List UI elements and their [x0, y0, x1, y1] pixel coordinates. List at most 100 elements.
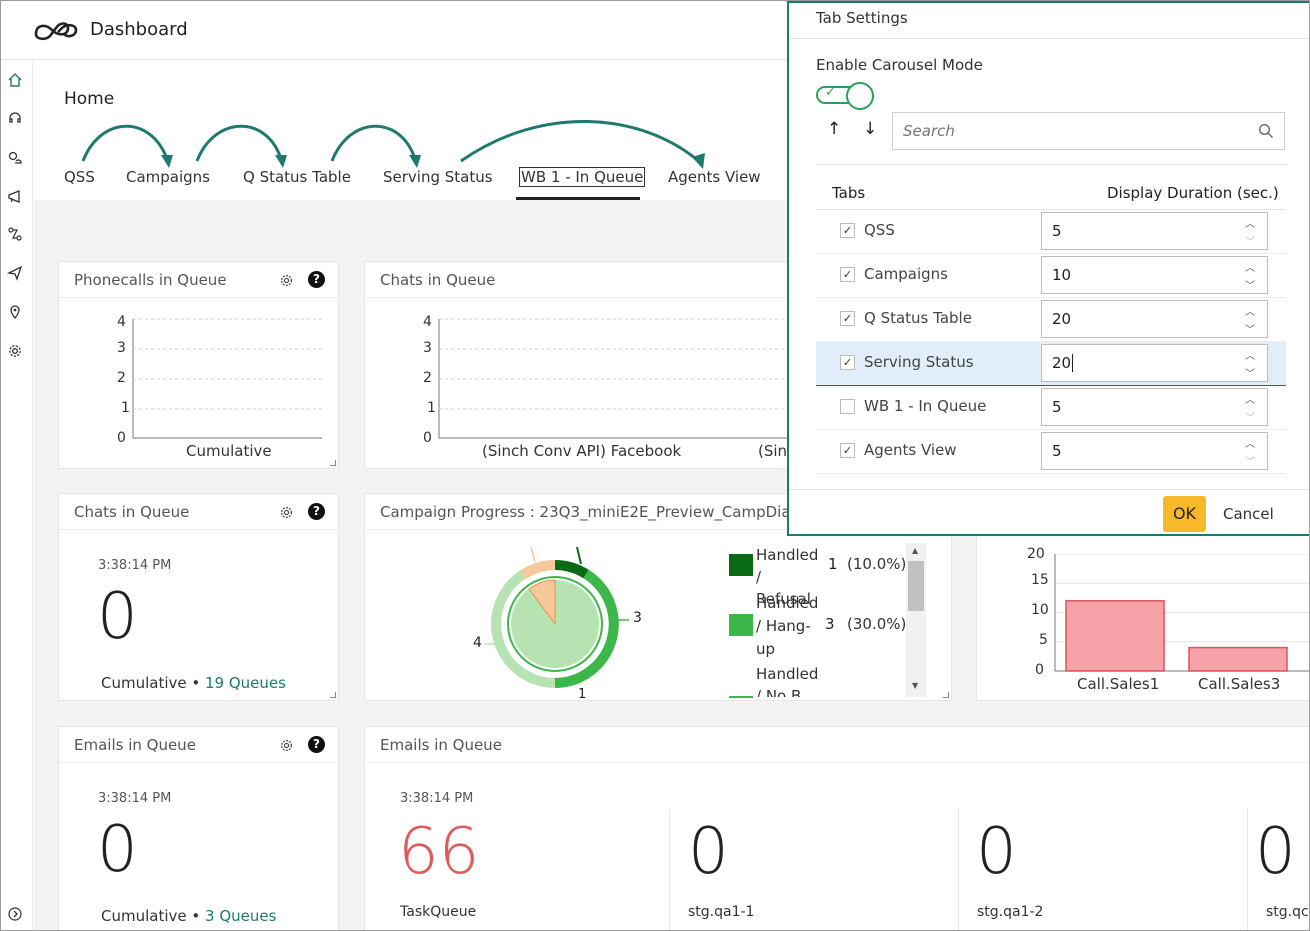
cancel-button[interactable]: Cancel	[1223, 505, 1274, 523]
help-icon[interactable]: ?	[308, 503, 325, 520]
ok-button[interactable]: OK	[1163, 496, 1206, 532]
legend-swatch	[729, 614, 753, 636]
row-label: WB 1 - In Queue	[864, 397, 987, 415]
x-tick: Call.Sales3	[1198, 675, 1281, 693]
chevron-up-icon[interactable]: ︿	[1245, 307, 1255, 318]
row-checkbox[interactable]: ✓	[840, 223, 855, 238]
gear-icon[interactable]	[279, 505, 294, 520]
duration-value: 5	[1052, 222, 1062, 240]
card-divider	[365, 529, 951, 530]
tab-row-serving-status[interactable]: ✓ Serving Status 20 ︿ ﹀	[816, 342, 1286, 386]
card-divider	[59, 297, 338, 298]
timestamp: 3:38:14 PM	[98, 791, 172, 806]
move-up-icon[interactable]: ↑	[827, 119, 842, 139]
chat-users-icon[interactable]	[7, 150, 23, 166]
y-tick: 2	[423, 370, 432, 386]
chevron-up-icon[interactable]: ︿	[1245, 395, 1255, 406]
duration-input[interactable]: 5 ︿ ﹀	[1041, 388, 1268, 426]
chevron-down-icon[interactable]: ﹀	[1245, 457, 1255, 468]
queues-link[interactable]: 3 Queues	[205, 907, 277, 925]
resize-handle[interactable]	[330, 692, 336, 698]
resize-handle[interactable]	[943, 692, 949, 698]
chats-chart-axes	[438, 318, 805, 439]
settings-gear-icon[interactable]	[7, 343, 23, 359]
row-checkbox[interactable]: ✓	[840, 311, 855, 326]
y-tick: 20	[1027, 546, 1045, 562]
scroll-thumb[interactable]	[908, 561, 924, 611]
y-tick: 0	[117, 430, 126, 446]
chevron-down-icon[interactable]: ﹀	[1245, 281, 1255, 292]
row-checkbox[interactable]: ✓	[840, 443, 855, 458]
ring-label: 1	[578, 687, 587, 702]
chevron-up-icon[interactable]: ︿	[1245, 219, 1255, 230]
duration-input[interactable]: 5 ︿ ﹀	[1041, 212, 1268, 250]
tab-row-agents-view[interactable]: ✓ Agents View 5 ︿ ﹀	[816, 430, 1286, 474]
duration-input[interactable]: 20 ︿ ﹀	[1041, 300, 1268, 338]
tab-row-q-status-table[interactable]: ✓ Q Status Table 20 ︿ ﹀	[816, 298, 1286, 342]
queues-link[interactable]: 19 Queues	[205, 674, 286, 692]
carousel-mode-toggle[interactable]: ✓	[816, 82, 876, 110]
chevron-down-icon[interactable]: ﹀	[1245, 237, 1255, 248]
workflow-icon[interactable]	[7, 226, 23, 242]
tab-row-qss[interactable]: ✓ QSS 5 ︿ ﹀	[816, 210, 1286, 254]
scroll-up-icon[interactable]: ▲	[912, 546, 919, 555]
queue-count: 0	[97, 813, 138, 887]
tile-value: 66	[398, 815, 480, 889]
tab-q-status-table[interactable]: Q Status Table	[243, 168, 351, 186]
legend-count: 1	[828, 555, 838, 573]
headset-icon[interactable]	[7, 110, 23, 126]
tile-value: 0	[688, 815, 729, 889]
move-down-icon[interactable]: ↓	[863, 119, 878, 139]
home-icon[interactable]	[7, 72, 23, 88]
tab-wb1-in-queue[interactable]: WB 1 - In Queue	[519, 167, 646, 187]
send-icon[interactable]	[7, 265, 23, 281]
gear-icon[interactable]	[279, 273, 294, 288]
tab-qss[interactable]: QSS	[64, 168, 95, 186]
megaphone-icon[interactable]	[7, 188, 23, 204]
legend-swatch	[729, 554, 753, 576]
tab-campaigns[interactable]: Campaigns	[126, 168, 211, 186]
chevron-up-icon[interactable]: ︿	[1245, 439, 1255, 450]
expand-sidebar-icon[interactable]	[7, 906, 23, 922]
tile-divider	[958, 809, 959, 930]
tile-divider	[669, 809, 670, 930]
location-pin-icon[interactable]	[7, 304, 23, 320]
gear-icon[interactable]	[279, 738, 294, 753]
dialog-title: Tab Settings	[816, 9, 908, 27]
duration-input[interactable]: 5 ︿ ﹀	[1041, 432, 1268, 470]
legend-percent: (30.0%)	[847, 615, 907, 633]
tab-row-wb1-in-queue[interactable]: WB 1 - In Queue 5 ︿ ﹀	[816, 386, 1286, 430]
y-tick: 5	[1039, 632, 1048, 648]
row-checkbox[interactable]: ✓	[840, 355, 855, 370]
row-checkbox[interactable]	[840, 399, 855, 414]
chevron-down-icon[interactable]: ﹀	[1245, 369, 1255, 380]
resize-handle[interactable]	[330, 460, 336, 466]
chevron-up-icon[interactable]: ︿	[1245, 263, 1255, 274]
duration-value: 20	[1052, 310, 1072, 328]
tile-label: TaskQueue	[400, 904, 477, 920]
tab-row-campaigns[interactable]: ✓ Campaigns 10 ︿ ﹀	[816, 254, 1286, 298]
tab-serving-status[interactable]: Serving Status	[383, 168, 493, 186]
hangup-segment	[554, 569, 619, 688]
duration-input[interactable]: 20 ︿ ﹀	[1041, 344, 1268, 382]
tab-agents-view[interactable]: Agents View	[668, 168, 761, 186]
chevron-down-icon[interactable]: ﹀	[1245, 413, 1255, 424]
sales-bar-chart	[1054, 554, 1309, 672]
check-icon: ✓	[825, 85, 836, 100]
chevron-up-icon[interactable]: ︿	[1245, 351, 1255, 362]
chevron-down-icon[interactable]: ﹀	[1245, 325, 1255, 336]
legend-scrollbar[interactable]: ▲ ▼	[906, 543, 926, 697]
dialog-divider	[789, 38, 1309, 39]
help-icon[interactable]: ?	[308, 736, 325, 753]
help-icon[interactable]: ?	[308, 271, 325, 288]
page-title: Home	[64, 89, 115, 109]
search-input[interactable]	[903, 121, 1243, 141]
carousel-mode-label: Enable Carousel Mode	[816, 56, 983, 74]
row-checkbox[interactable]: ✓	[840, 267, 855, 282]
column-header-tabs: Tabs	[832, 184, 866, 202]
scroll-down-icon[interactable]: ▼	[912, 681, 919, 690]
search-icon[interactable]	[1258, 123, 1274, 139]
duration-input[interactable]: 10 ︿ ﹀	[1041, 256, 1268, 294]
chats-chart-card: Chats in Queue 4 3 2 1 0 (Sinch Conv API…	[364, 261, 805, 469]
phonecalls-card: Phonecalls in Queue ? 4 3 2 1 0 Cumulati…	[58, 261, 339, 469]
